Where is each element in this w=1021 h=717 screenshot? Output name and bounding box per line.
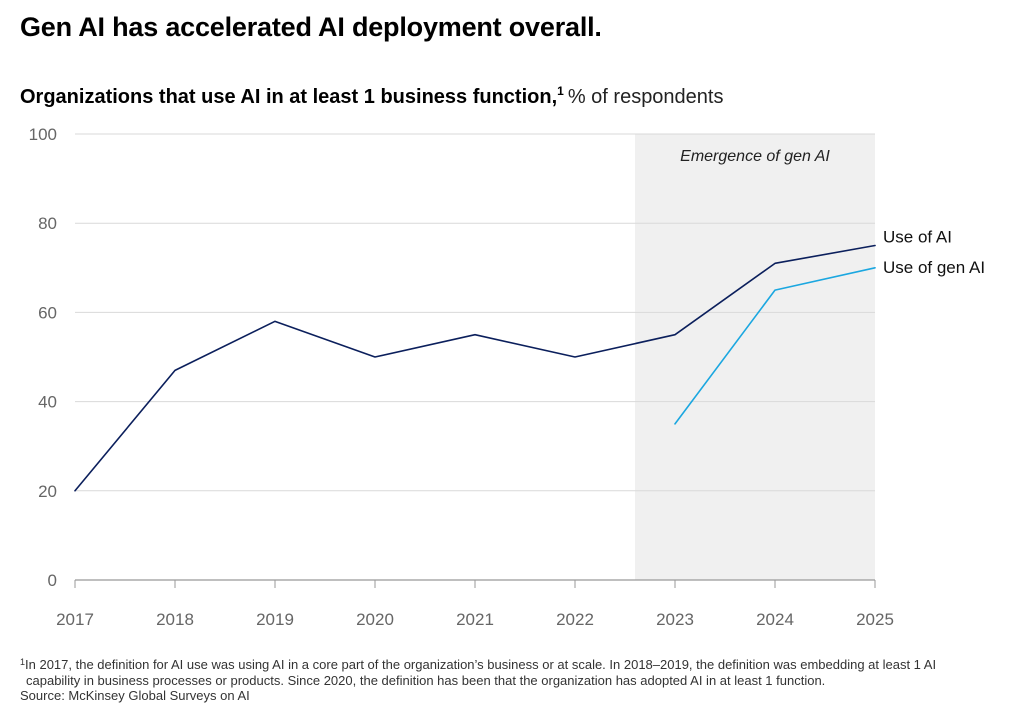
footnote-line-2: capability in business processes or prod…	[26, 672, 826, 688]
shaded-region	[635, 134, 875, 580]
y-tick-label-100: 100	[29, 125, 57, 144]
subtitle-unit: % of respondents	[567, 86, 724, 108]
x-tick-label-2020: 2020	[356, 610, 394, 629]
footnote-text-1: In 2017, the definition for AI use was u…	[25, 657, 937, 672]
chart-title: Gen AI has accelerated AI deployment ove…	[20, 12, 602, 42]
shaded-region-label: Emergence of gen AI	[680, 148, 830, 165]
y-tick-label-20: 20	[38, 482, 57, 501]
line-chart: 0 20 40 60 80 100 2017 2018 2019 2020 2021 2022 2023…	[29, 125, 985, 629]
x-tick-label-2025: 2025	[856, 610, 894, 629]
subtitle-text: Organizations that use AI in at least 1 …	[20, 86, 558, 108]
x-tick-label-2024: 2024	[756, 610, 794, 629]
footnote-line-1: 1In 2017, the definition for AI use was …	[20, 655, 1010, 673]
x-tick-label-2018: 2018	[156, 610, 194, 629]
footnote-mark: 1	[20, 657, 26, 667]
x-tick-label-2023: 2023	[656, 610, 694, 629]
subtitle-footnote-mark: 1	[557, 84, 564, 98]
series-line-use-of-gen-ai	[674, 266, 876, 425]
y-tick-label-40: 40	[38, 393, 57, 412]
footnote-source: Source: McKinsey Global Surveys on AI	[20, 688, 250, 703]
y-tick-label-0: 0	[48, 571, 57, 590]
series-line-use-of-ai	[74, 244, 876, 492]
y-tick-label-80: 80	[38, 214, 57, 233]
x-tick-label-2022: 2022	[556, 610, 594, 629]
x-tick-label-2021: 2021	[456, 610, 494, 629]
y-tick-label-60: 60	[38, 303, 57, 322]
chart-subtitle: Organizations that use AI in at least 1 …	[20, 84, 723, 109]
series-label-use-of-gen-ai: Use of gen AI	[883, 258, 985, 277]
x-tick-label-2019: 2019	[256, 610, 294, 629]
x-tick-label-2017: 2017	[56, 610, 94, 629]
series-label-use-of-ai: Use of AI	[883, 228, 952, 247]
footnote: 1In 2017, the definition for AI use was …	[20, 655, 1010, 704]
